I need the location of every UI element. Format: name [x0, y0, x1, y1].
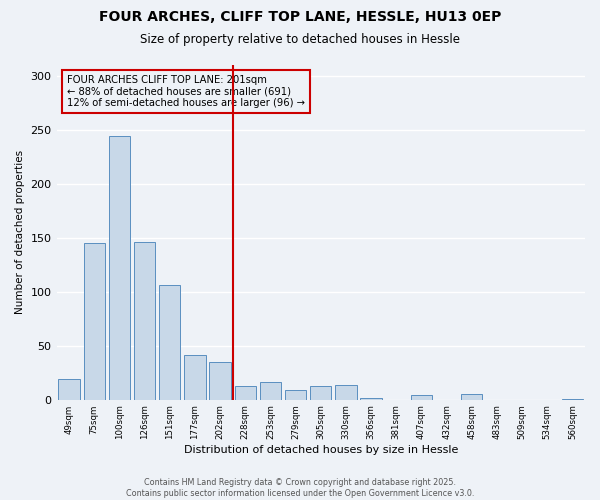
Bar	[461, 394, 482, 400]
Bar	[58, 379, 80, 400]
Bar	[335, 384, 356, 400]
Bar	[209, 362, 231, 400]
Bar	[83, 243, 105, 400]
X-axis label: Distribution of detached houses by size in Hessle: Distribution of detached houses by size …	[184, 445, 458, 455]
Bar	[260, 382, 281, 400]
Bar	[134, 242, 155, 400]
Bar	[235, 386, 256, 400]
Y-axis label: Number of detached properties: Number of detached properties	[15, 150, 25, 314]
Bar	[411, 396, 432, 400]
Bar	[285, 390, 307, 400]
Bar	[184, 356, 206, 400]
Bar	[361, 398, 382, 400]
Text: FOUR ARCHES CLIFF TOP LANE: 201sqm
← 88% of detached houses are smaller (691)
12: FOUR ARCHES CLIFF TOP LANE: 201sqm ← 88%…	[67, 75, 305, 108]
Bar	[159, 286, 181, 400]
Text: FOUR ARCHES, CLIFF TOP LANE, HESSLE, HU13 0EP: FOUR ARCHES, CLIFF TOP LANE, HESSLE, HU1…	[99, 10, 501, 24]
Text: Contains HM Land Registry data © Crown copyright and database right 2025.
Contai: Contains HM Land Registry data © Crown c…	[126, 478, 474, 498]
Bar	[310, 386, 331, 400]
Bar	[109, 136, 130, 400]
Text: Size of property relative to detached houses in Hessle: Size of property relative to detached ho…	[140, 32, 460, 46]
Bar	[562, 398, 583, 400]
